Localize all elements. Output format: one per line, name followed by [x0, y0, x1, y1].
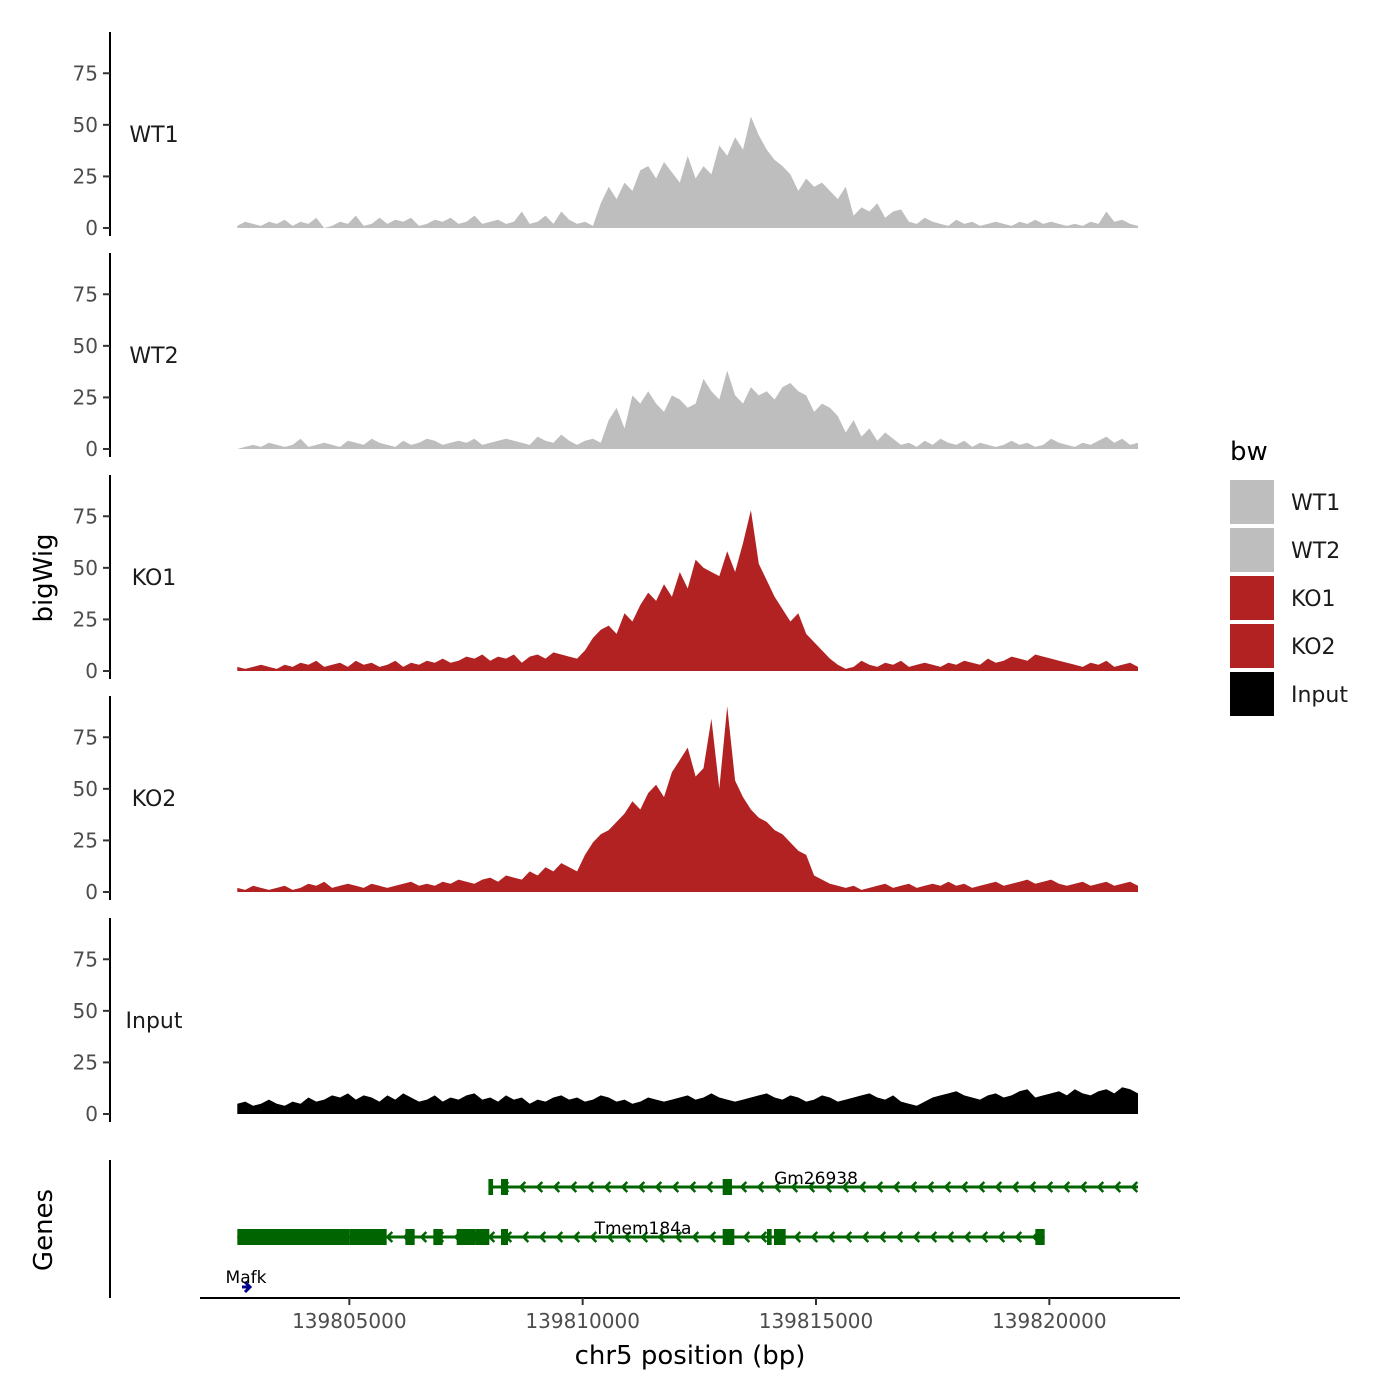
- legend-key-wt1: [1230, 480, 1274, 524]
- x-tick-label: 139815000: [759, 1309, 874, 1333]
- legend-title: bw: [1230, 437, 1268, 467]
- legend-label-wt2: WT2: [1291, 539, 1340, 564]
- gene-exon: [501, 1179, 508, 1195]
- legend-label-input: Input: [1291, 683, 1348, 708]
- gene-exon: [722, 1229, 735, 1245]
- x-axis-title: chr5 position (bp): [575, 1341, 806, 1371]
- gene-exon: [237, 1229, 350, 1245]
- y-tick-label: 50: [73, 113, 98, 137]
- x-tick-label: 139820000: [992, 1309, 1107, 1333]
- gene-exon: [488, 1179, 494, 1195]
- legend: bw WT1 WT2 KO1 KO2 Input: [1230, 437, 1348, 716]
- y-tick-label: 0: [85, 216, 98, 240]
- y-tick-label: 25: [73, 385, 98, 409]
- x-tick-label: 139810000: [525, 1309, 640, 1333]
- gene-exon: [501, 1229, 508, 1245]
- y-tick-label: 75: [73, 725, 98, 749]
- gene-exon: [349, 1229, 387, 1245]
- gene-mafk: Mafk: [226, 1268, 267, 1294]
- y-tick-label: 0: [85, 880, 98, 904]
- coverage-area-wt1: [237, 116, 1139, 228]
- y-tick-label: 0: [85, 437, 98, 461]
- gene-exon: [1035, 1229, 1045, 1245]
- gene-exon: [433, 1229, 443, 1245]
- gene-gm26938: Gm26938: [488, 1169, 1139, 1195]
- y-tick-label: 0: [85, 1102, 98, 1126]
- y-tick-label: 75: [73, 947, 98, 971]
- track-input: 0 25 50 75 Input: [73, 918, 1139, 1126]
- track-ko1: 0 25 50 75 KO1: [73, 475, 1139, 683]
- coverage-area-wt2: [237, 370, 1139, 449]
- genes-axis-title: Genes: [29, 1189, 59, 1271]
- y-tick-label: 50: [73, 999, 98, 1023]
- bigwig-tracks: 0 25 50 75 WT1 0 25 50 75 WT2 0 25 50 75 KO1 0 25 50 75 KO2…: [73, 32, 1139, 1126]
- x-tick-label: 139805000: [292, 1309, 407, 1333]
- track-label: KO1: [132, 566, 177, 591]
- gene-exon: [405, 1229, 415, 1245]
- y-tick-label: 50: [73, 556, 98, 580]
- gene-label: Mafk: [226, 1268, 267, 1288]
- y-tick-label: 50: [73, 334, 98, 358]
- gene-exon: [767, 1229, 772, 1245]
- gene-exon: [456, 1229, 476, 1245]
- legend-label-wt1: WT1: [1291, 491, 1340, 516]
- y-tick-label: 50: [73, 777, 98, 801]
- coverage-area-ko2: [237, 706, 1139, 892]
- y-tick-label: 25: [73, 1050, 98, 1074]
- track-label: KO2: [132, 787, 177, 812]
- y-tick-label: 75: [73, 282, 98, 306]
- x-axis: 139805000 139810000 139815000 139820000: [200, 1297, 1180, 1333]
- legend-key-wt2: [1230, 528, 1274, 572]
- gene-label: Tmem184a: [594, 1219, 692, 1239]
- y-axis-title: bigWig: [29, 533, 59, 622]
- track-label: Input: [126, 1009, 183, 1034]
- y-tick-label: 25: [73, 607, 98, 631]
- track-label: WT2: [129, 344, 178, 369]
- track-ko2: 0 25 50 75 KO2: [73, 696, 1139, 904]
- gene-arrow: [242, 1280, 253, 1294]
- gene-exon: [722, 1179, 732, 1195]
- coverage-area-ko1: [237, 510, 1139, 671]
- y-tick-label: 25: [73, 828, 98, 852]
- y-tick-label: 75: [73, 504, 98, 528]
- y-tick-label: 75: [73, 61, 98, 85]
- y-tick-label: 0: [85, 659, 98, 683]
- y-tick-label: 25: [73, 164, 98, 188]
- legend-key-ko1: [1230, 576, 1274, 620]
- gene-panel: Gm26938 Tmem184a Mafk: [109, 1160, 1139, 1298]
- gene-exon: [774, 1229, 786, 1245]
- legend-key-ko2: [1230, 624, 1274, 668]
- gene-exon: [475, 1229, 490, 1245]
- track-wt2: 0 25 50 75 WT2: [73, 253, 1139, 461]
- coverage-area-input: [237, 1087, 1139, 1114]
- gene-tmem184a: Tmem184a: [237, 1219, 1045, 1245]
- legend-key-input: [1230, 672, 1274, 716]
- legend-label-ko2: KO2: [1291, 635, 1336, 660]
- gene-label: Gm26938: [774, 1169, 858, 1189]
- track-wt1: 0 25 50 75 WT1: [73, 32, 1139, 240]
- legend-label-ko1: KO1: [1291, 587, 1336, 612]
- track-label: WT1: [129, 123, 178, 148]
